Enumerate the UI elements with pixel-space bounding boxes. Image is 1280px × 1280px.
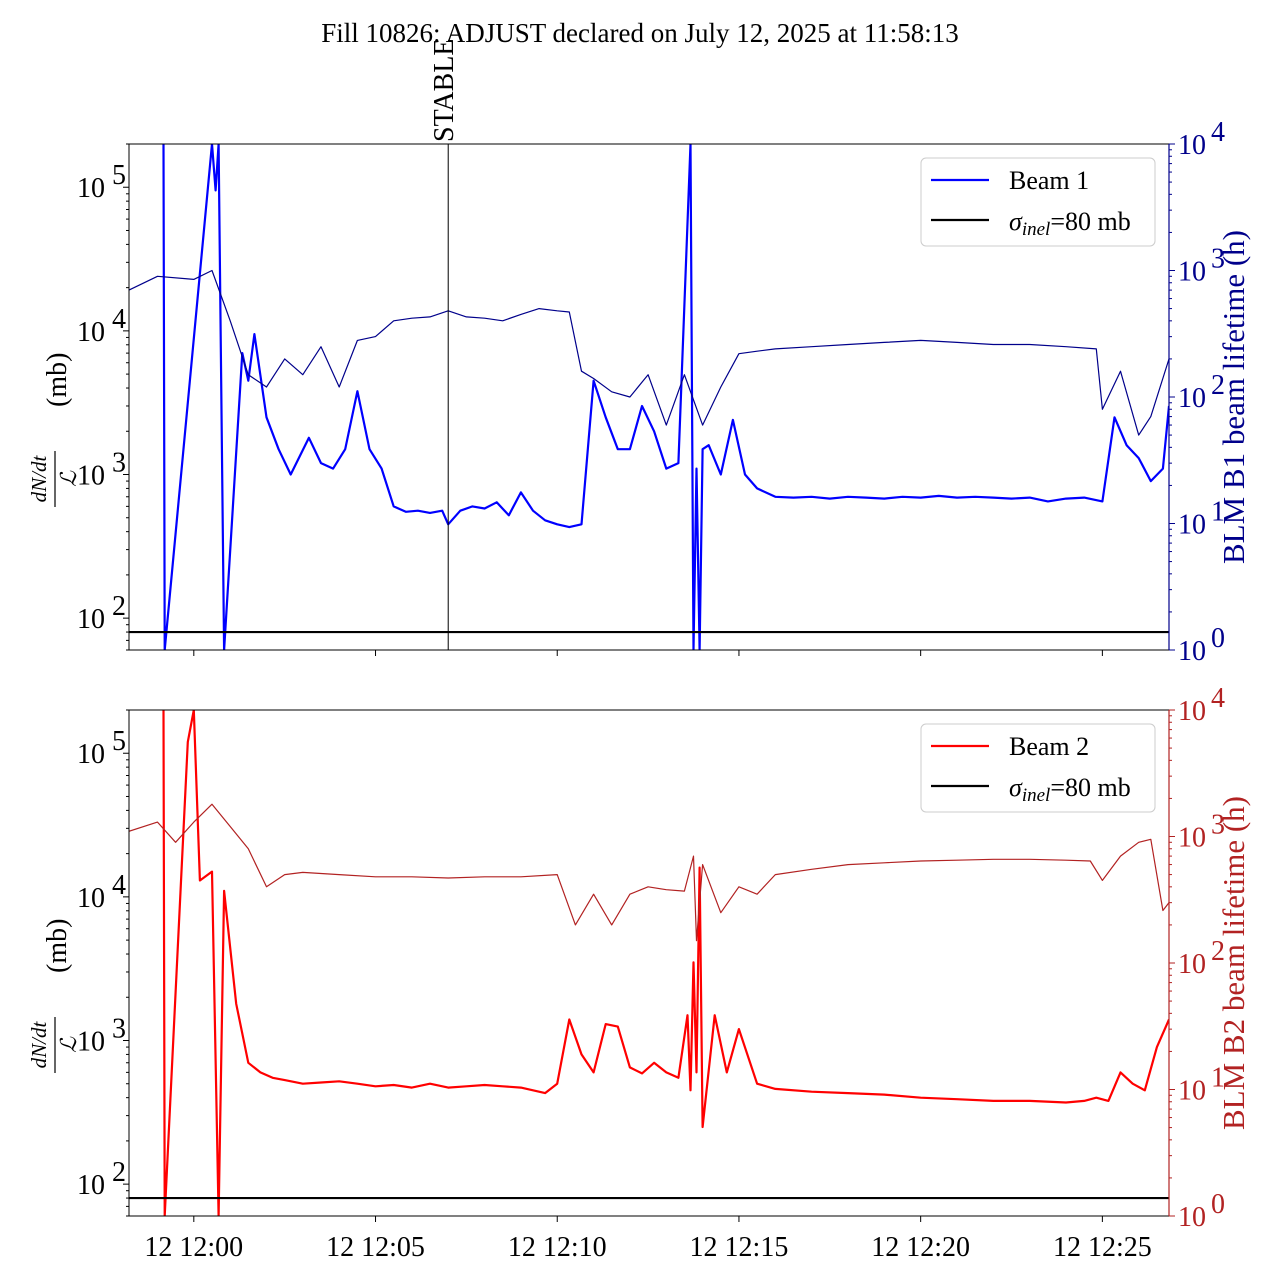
- x-tick-label: 12 12:05: [326, 1232, 425, 1263]
- y-tick-exponent-right: 1: [1211, 1063, 1225, 1094]
- y-tick-label-left: 10: [77, 1027, 105, 1058]
- y-tick-label-left: 10: [77, 604, 105, 635]
- y-axis-title-numerator: dN/dt: [27, 1021, 51, 1069]
- y-tick-label-left: 10: [77, 883, 105, 914]
- y-tick-exponent-right: 2: [1211, 370, 1225, 401]
- y-axis-title-unit: (mb): [42, 353, 73, 407]
- y-tick-exponent-right: 1: [1211, 497, 1225, 528]
- y-tick-exponent-right: 0: [1211, 623, 1225, 654]
- y-tick-label-left: 10: [77, 173, 105, 204]
- legend-label-sigma: σinel=80 mb: [1009, 773, 1131, 806]
- y-tick-label-right: 10: [1178, 130, 1206, 161]
- beam-line-top: [162, 144, 1169, 650]
- y-tick-exponent-right: 2: [1211, 936, 1225, 967]
- lifetime-line-bottom: [129, 803, 1169, 942]
- x-tick-label: 12 12:00: [144, 1232, 243, 1263]
- y-tick-label-left: 10: [77, 1170, 105, 1201]
- legend: Beam 1 σinel=80 mb: [920, 157, 1156, 247]
- y-tick-exponent-left: 5: [112, 160, 126, 191]
- chart-panel-bottom: 12 12:00 12 12:05 12 12:10 12 12:15 12 12:20…: [27, 683, 1251, 1263]
- legend-label-sigma: σinel=80 mb: [1009, 207, 1131, 240]
- lifetime-line-top: [129, 269, 1169, 436]
- y-tick-exponent-left: 3: [112, 448, 126, 479]
- y-tick-exponent-left: 2: [112, 591, 126, 622]
- y-tick-label-right: 10: [1178, 949, 1206, 980]
- y-tick-label-left: 10: [77, 739, 105, 770]
- y-tick-label-right: 10: [1178, 1076, 1206, 1107]
- y-axis-title-unit: (mb): [42, 919, 73, 973]
- y-axis-title-numerator: dN/dt: [27, 455, 51, 503]
- x-tick-label: 12 12:25: [1053, 1232, 1152, 1263]
- x-tick-label: 12 12:15: [690, 1232, 789, 1263]
- y-tick-label-left: 10: [77, 461, 105, 492]
- y-tick-exponent-left: 5: [112, 726, 126, 757]
- y-axis-title-left: dN/dt ℒ (mb): [27, 353, 81, 507]
- y-tick-label-right: 10: [1178, 1202, 1206, 1233]
- y-tick-exponent-right: 3: [1211, 244, 1225, 275]
- y-axis-title-left: dN/dt ℒ (mb): [27, 919, 81, 1073]
- y-axis-title-right: BLM B2 beam lifetime (h): [1216, 796, 1251, 1130]
- y-tick-exponent-right: 3: [1211, 810, 1225, 841]
- y-tick-exponent-right: 4: [1211, 117, 1225, 148]
- y-tick-label-right: 10: [1178, 383, 1206, 414]
- y-tick-exponent-left: 4: [112, 304, 126, 335]
- x-tick-label: 12 12:10: [508, 1232, 607, 1263]
- y-tick-label-right: 10: [1178, 696, 1206, 727]
- y-tick-exponent-left: 2: [112, 1157, 126, 1188]
- x-tick-label: 12 12:20: [871, 1232, 970, 1263]
- y-tick-label-right: 10: [1178, 823, 1206, 854]
- y-tick-label-left: 10: [77, 317, 105, 348]
- legend-label-beam: Beam 2: [1009, 732, 1089, 761]
- y-tick-exponent-right: 0: [1211, 1189, 1225, 1220]
- legend-label-beam: Beam 1: [1009, 166, 1089, 195]
- y-tick-exponent-left: 3: [112, 1014, 126, 1045]
- y-tick-label-right: 10: [1178, 257, 1206, 288]
- y-tick-exponent-right: 4: [1211, 683, 1225, 714]
- y-axis-title-right: BLM B1 beam lifetime (h): [1216, 230, 1251, 564]
- legend: Beam 2 σinel=80 mb: [920, 723, 1156, 813]
- y-tick-exponent-left: 4: [112, 870, 126, 901]
- y-axis-title-denominator: ℒ: [56, 1036, 81, 1053]
- page-title: Fill 10826: ADJUST declared on July 12, …: [321, 18, 959, 48]
- beam-line-bottom: [162, 710, 1169, 1216]
- y-tick-label-right: 10: [1178, 510, 1206, 541]
- y-tick-label-right: 10: [1178, 636, 1206, 667]
- y-axis-title-denominator: ℒ: [56, 470, 81, 487]
- stable-marker-label: STABLE: [429, 38, 460, 142]
